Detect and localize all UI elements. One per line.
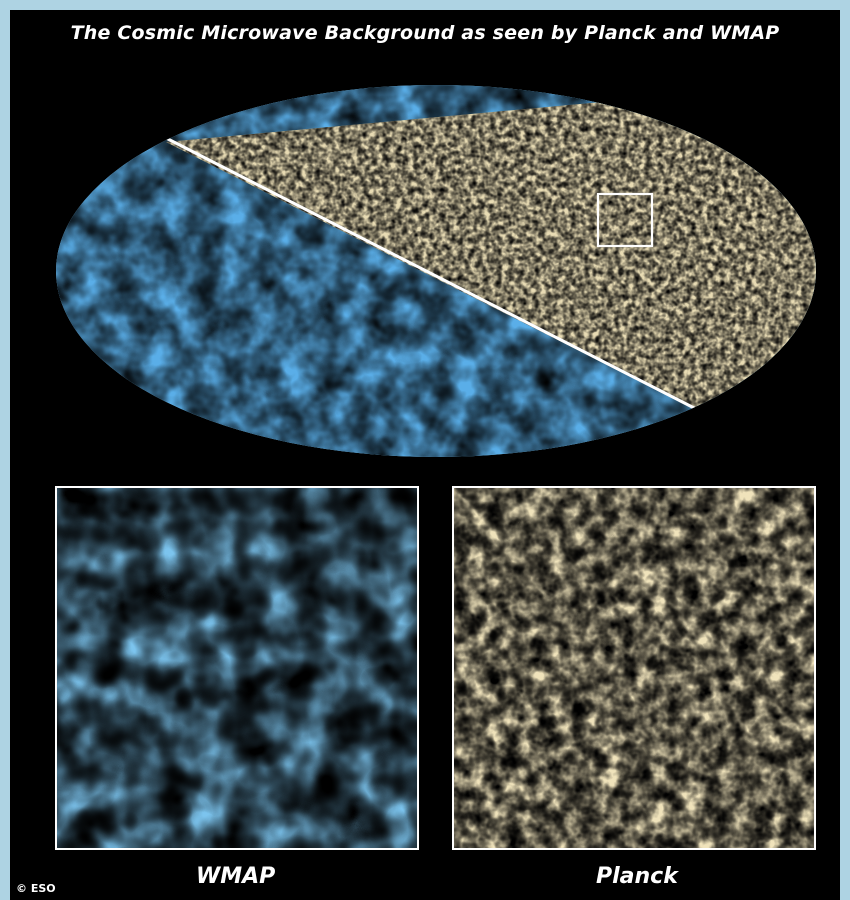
figure-title: The Cosmic Microwave Background as seen … (70, 22, 780, 44)
planck-zoom-panel (452, 486, 816, 850)
planck-caption: Planck (596, 864, 678, 889)
full-sky-map (52, 82, 820, 460)
divider-line (165, 136, 703, 414)
planck-red (454, 488, 814, 848)
wmap-orange (57, 488, 417, 848)
wmap-caption: WMAP (196, 864, 276, 889)
zoom-box (596, 192, 654, 248)
credit-text: © ESO (16, 882, 56, 895)
wmap-zoom-panel (55, 486, 419, 850)
